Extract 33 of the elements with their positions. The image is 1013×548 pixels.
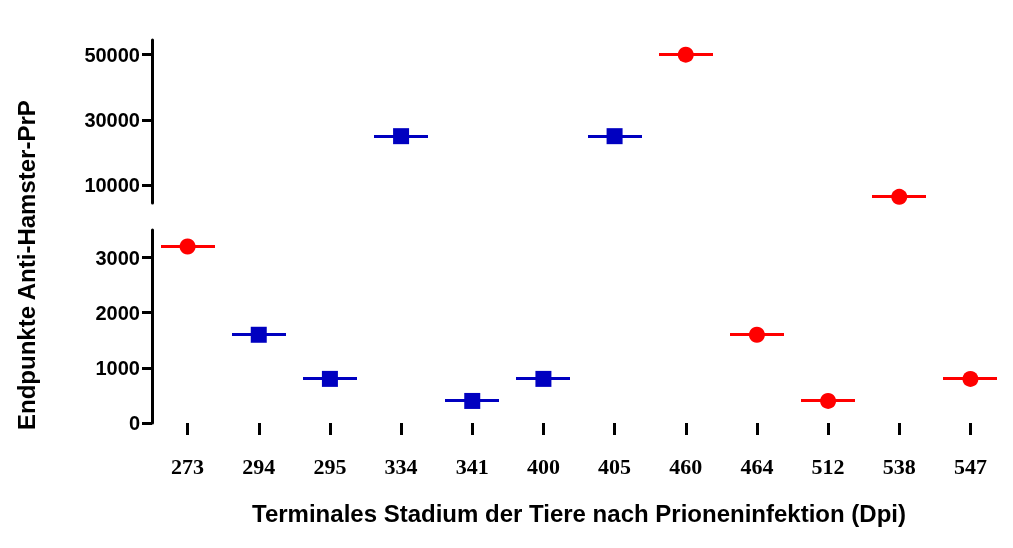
point <box>606 128 623 145</box>
x-tick-label: 400 <box>526 453 560 479</box>
point <box>535 370 552 387</box>
y-tick-label: 50000 <box>84 43 140 66</box>
y-tick-label: 10000 <box>84 174 140 197</box>
x-tick-label: 464 <box>740 453 774 479</box>
point <box>677 46 694 63</box>
x-tick-label: 273 <box>171 453 205 479</box>
x-tick-label: 512 <box>811 453 845 479</box>
y-tick-label: 2000 <box>95 301 140 324</box>
x-tick-label: 405 <box>598 453 632 479</box>
x-tick-label: 547 <box>953 453 987 479</box>
x-tick-label: 538 <box>882 453 916 479</box>
point <box>393 128 410 145</box>
y-tick-label: 1000 <box>95 356 140 379</box>
y-axis-title: Endpunkte Anti-Hamster-PrP <box>12 100 40 430</box>
point <box>179 238 196 255</box>
x-tick-label: 460 <box>669 453 703 479</box>
point <box>464 392 481 409</box>
y-tick-label: 30000 <box>84 108 140 131</box>
point <box>820 392 837 409</box>
point <box>891 188 908 205</box>
point <box>962 370 979 387</box>
x-axis-title: Terminales Stadium der Tiere nach Prioneninfektion (Dpi) <box>252 499 906 527</box>
x-tick-label: 294 <box>242 453 276 479</box>
y-tick-label: 0 <box>128 412 140 434</box>
x-tick-label: 334 <box>384 453 418 479</box>
x-tick-label: 341 <box>455 453 489 479</box>
point <box>321 370 338 387</box>
y-tick-label: 3000 <box>95 246 140 269</box>
point <box>748 326 765 343</box>
x-tick-label: 295 <box>313 453 347 479</box>
point <box>250 326 267 343</box>
